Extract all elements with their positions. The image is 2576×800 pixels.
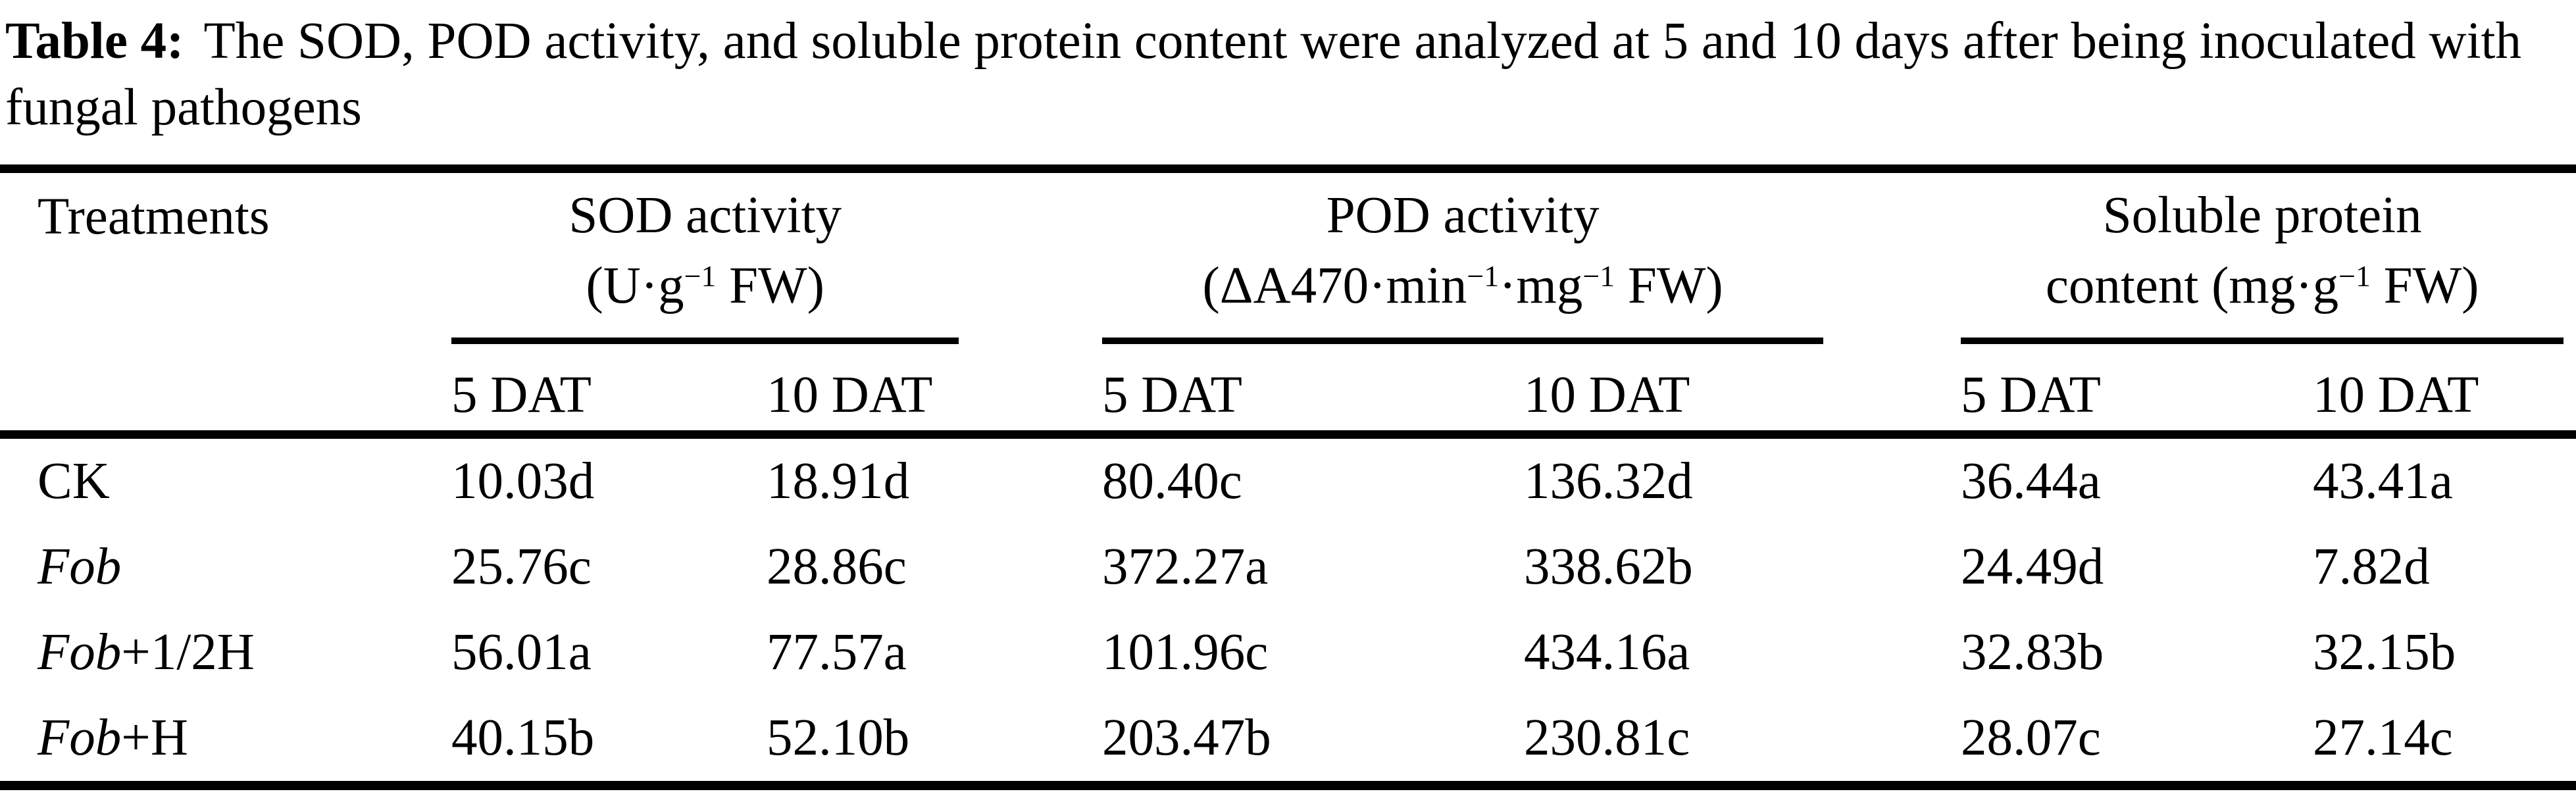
table-cell: 25.76c	[451, 538, 592, 595]
subheader-sod-10dat: 10 DAT	[767, 344, 1102, 439]
treatment-name-italic: Fob	[38, 624, 122, 681]
treatment-cell: CK	[0, 435, 451, 525]
treatments-header-label: Treatments	[38, 188, 270, 245]
soluble-protein-group-title: Soluble protein	[2102, 187, 2422, 244]
table-cell: 7.82d	[2313, 538, 2430, 595]
subheader-sod-5dat: 5 DAT	[451, 344, 767, 439]
table-cell: 18.91d	[767, 453, 910, 510]
table-cell: 80.40c	[1102, 453, 1242, 510]
column-group-sod: SOD activity (U·g−1 FW)	[451, 169, 1102, 344]
sod-group-unit: (U·g−1 FW)	[586, 257, 824, 314]
soluble-protein-group-unit: content (mg·g−1 FW)	[2045, 257, 2479, 314]
table-cell: 372.27a	[1102, 538, 1269, 595]
table-cell: 434.16a	[1524, 624, 1690, 681]
table-cell: 40.15b	[451, 695, 767, 790]
treatment-name-roman: +H	[121, 709, 188, 766]
treatment-name-roman: +1/2H	[121, 624, 255, 681]
table-cell: 43.41a	[2313, 453, 2453, 510]
table-row: CK 10.03d 18.91d 80.40c 136.32d 36.44a 4…	[0, 435, 2576, 525]
column-group-pod: POD activity (ΔA470·min−1·mg−1 FW)	[1102, 169, 1961, 344]
table-cell: 36.44a	[1961, 453, 2101, 510]
subheader-pod-5dat: 5 DAT	[1102, 344, 1524, 439]
table-cell: 27.14c	[2313, 695, 2576, 790]
pod-group-header: POD activity (ΔA470·min−1·mg−1 FW)	[1102, 181, 1824, 344]
treatment-name-italic: Fob	[38, 538, 122, 595]
table-cell: 136.32d	[1524, 453, 1693, 510]
treatment-cell: Fob	[0, 524, 451, 610]
subheader-pod-10dat: 10 DAT	[1524, 344, 1961, 439]
subheader-row: 5 DAT 10 DAT 5 DAT 10 DAT 5 DAT 10 DAT	[0, 344, 2576, 439]
table-cell: 101.96c	[1102, 624, 1269, 681]
table-caption-label: Table 4:	[5, 12, 184, 70]
treatment-name-roman: CK	[38, 453, 110, 510]
subheader-protein-10dat: 10 DAT	[2313, 344, 2576, 439]
sod-group-header: SOD activity (U·g−1 FW)	[451, 181, 959, 344]
table-caption-text: The SOD, POD activity, and soluble prote…	[5, 12, 2521, 136]
treatment-name-italic: Fob	[38, 709, 122, 766]
table-cell: 230.81c	[1524, 695, 1961, 790]
table-cell: 28.07c	[1961, 695, 2313, 790]
results-table: Treatments SOD activity (U·g−1 FW) POD a…	[0, 164, 2576, 790]
pod-group-title: POD activity	[1326, 187, 1600, 244]
table-cell: 24.49d	[1961, 538, 2104, 595]
table-cell: 32.83b	[1961, 624, 2104, 681]
sod-group-title: SOD activity	[568, 187, 842, 244]
table-cell: 56.01a	[451, 624, 592, 681]
group-header-row: Treatments SOD activity (U·g−1 FW) POD a…	[0, 168, 2576, 439]
table-caption: Table 4: The SOD, POD activity, and solub…	[0, 0, 2576, 141]
column-header-treatments: Treatments	[0, 168, 451, 439]
table-cell: 10.03d	[451, 453, 595, 510]
pod-group-unit: (ΔA470·min−1·mg−1 FW)	[1202, 257, 1723, 314]
table-cell: 203.47b	[1102, 695, 1524, 790]
table-cell: 52.10b	[767, 695, 1102, 790]
soluble-protein-group-header: Soluble protein content (mg·g−1 FW)	[1961, 181, 2564, 344]
table-cell: 28.86c	[767, 538, 907, 595]
treatment-cell: Fob+1/2H	[0, 610, 451, 695]
table-row: Fob+1/2H 56.01a 77.57a 101.96c 434.16a 3…	[0, 610, 2576, 695]
table-cell: 32.15b	[2313, 624, 2456, 681]
column-group-soluble-protein: Soluble protein content (mg·g−1 FW)	[1961, 169, 2576, 344]
table-cell: 77.57a	[767, 624, 907, 681]
treatment-cell: Fob+H	[0, 695, 451, 790]
subheader-protein-5dat: 5 DAT	[1961, 344, 2313, 439]
table-cell: 338.62b	[1524, 538, 1693, 595]
table-row: Fob+H 40.15b 52.10b 203.47b 230.81c 28.0…	[0, 695, 2576, 790]
table-row: Fob 25.76c 28.86c 372.27a 338.62b 24.49d…	[0, 524, 2576, 610]
